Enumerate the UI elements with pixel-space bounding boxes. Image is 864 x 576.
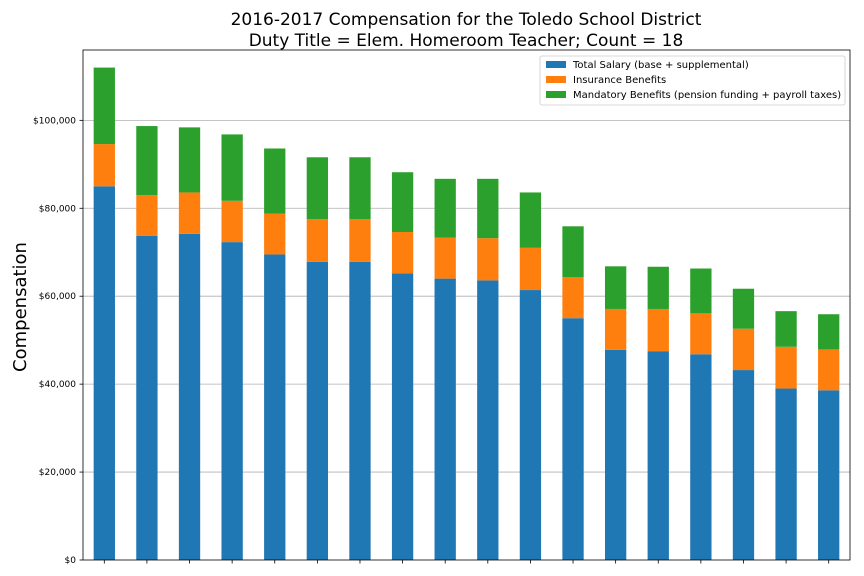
bar-segment-series-3-bar-17 <box>775 311 797 347</box>
bar-segment-series-2-bar-3 <box>178 192 201 234</box>
bar-segment-series-2-bar-2 <box>136 195 158 236</box>
bar-segment-series-1-bar-13 <box>604 349 627 560</box>
bar-segment-series-3-bar-11 <box>519 192 542 248</box>
bar-segment-series-3-bar-8 <box>391 172 414 233</box>
bar-segment-series-3-bar-7 <box>349 157 371 220</box>
bar-segment-series-3-bar-14 <box>647 266 669 309</box>
bar-segment-series-2-bar-13 <box>604 308 627 350</box>
legend-label-1: Total Salary (base + supplemental) <box>572 60 749 71</box>
y-tick-label: $40,000 <box>39 380 76 390</box>
legend-swatch-1 <box>546 61 566 68</box>
bar-segment-series-2-bar-16 <box>732 328 755 371</box>
bar-segment-series-3-bar-15 <box>690 268 712 314</box>
y-tick-label: $100,000 <box>33 116 76 126</box>
grid-lines <box>83 119 850 473</box>
legend-label-2: Insurance Benefits <box>573 75 666 86</box>
chart-title-line2: Duty Title = Elem. Homeroom Teacher; Cou… <box>249 31 684 51</box>
bar-segment-series-1-bar-15 <box>690 354 712 560</box>
plot-frame <box>82 49 851 561</box>
y-tick-label: $20,000 <box>39 468 76 478</box>
bar-segment-series-1-bar-1 <box>93 186 115 561</box>
bar-segment-series-3-bar-16 <box>732 288 755 329</box>
bar-segment-series-1-bar-6 <box>306 261 329 560</box>
bar-segment-series-2-bar-17 <box>775 346 797 389</box>
bar-segment-series-2-bar-10 <box>477 238 499 281</box>
legend-label-3: Mandatory Benefits (pension funding + pa… <box>573 90 841 101</box>
bar-segment-series-3-bar-5 <box>264 148 286 214</box>
bar-segment-series-2-bar-12 <box>562 277 584 319</box>
bar-segment-series-2-bar-9 <box>434 237 456 279</box>
bar-segment-series-1-bar-14 <box>647 351 669 560</box>
chart-title-line1: 2016-2017 Compensation for the Toledo Sc… <box>231 10 702 30</box>
y-tick-label: $80,000 <box>39 204 76 214</box>
bar-segment-series-3-bar-4 <box>221 134 243 201</box>
bar-segment-series-1-bar-12 <box>562 318 584 560</box>
bar-segment-series-2-bar-1 <box>93 144 115 187</box>
bar-segment-series-1-bar-2 <box>136 235 158 561</box>
bar-segment-series-1-bar-4 <box>221 242 243 560</box>
bar-segment-series-3-bar-13 <box>604 266 627 309</box>
bar-segment-series-2-bar-4 <box>221 200 243 243</box>
bars <box>93 67 840 561</box>
bar-segment-series-1-bar-8 <box>391 273 414 560</box>
legend: Total Salary (base + supplemental) Insura… <box>539 55 846 106</box>
bar-segment-series-2-bar-18 <box>818 349 840 391</box>
bar-segment-series-3-bar-10 <box>477 178 499 239</box>
y-axis-label: Compensation <box>10 242 31 372</box>
bar-segment-series-1-bar-16 <box>732 370 755 560</box>
bar-segment-series-3-bar-6 <box>306 157 329 220</box>
bar-segment-series-3-bar-12 <box>562 226 584 278</box>
y-tick-label: $0 <box>65 556 77 566</box>
legend-swatch-2 <box>546 76 566 83</box>
bar-segment-series-3-bar-18 <box>818 314 840 350</box>
bar-segment-series-3-bar-1 <box>93 67 115 145</box>
bar-segment-series-3-bar-2 <box>136 126 158 196</box>
y-tick-label: $60,000 <box>39 292 76 302</box>
bar-segment-series-2-bar-15 <box>690 313 712 355</box>
bar-segment-series-1-bar-5 <box>264 254 286 561</box>
bar-segment-series-2-bar-5 <box>264 213 286 255</box>
bar-segment-series-1-bar-11 <box>519 290 542 560</box>
bar-segment-series-1-bar-9 <box>434 278 456 560</box>
bar-segment-series-1-bar-18 <box>818 390 840 560</box>
axes: $0 $20,000 $40,000 $60,000 $80,000 $100,000 <box>33 49 851 566</box>
bar-segment-series-2-bar-14 <box>647 308 669 352</box>
bar-segment-series-3-bar-9 <box>434 178 456 238</box>
bar-segment-series-2-bar-11 <box>519 247 542 291</box>
bar-segment-series-2-bar-8 <box>391 232 414 274</box>
bar-segment-series-1-bar-17 <box>775 388 797 560</box>
bar-segment-series-1-bar-7 <box>349 261 371 560</box>
bar-segment-series-3-bar-3 <box>178 127 201 193</box>
legend-swatch-3 <box>546 91 566 98</box>
bar-segment-series-1-bar-3 <box>178 233 201 560</box>
legend-box <box>539 55 846 106</box>
bar-segment-series-1-bar-10 <box>477 280 499 560</box>
bar-segment-series-2-bar-7 <box>349 219 371 262</box>
bar-segment-series-2-bar-6 <box>306 219 329 262</box>
